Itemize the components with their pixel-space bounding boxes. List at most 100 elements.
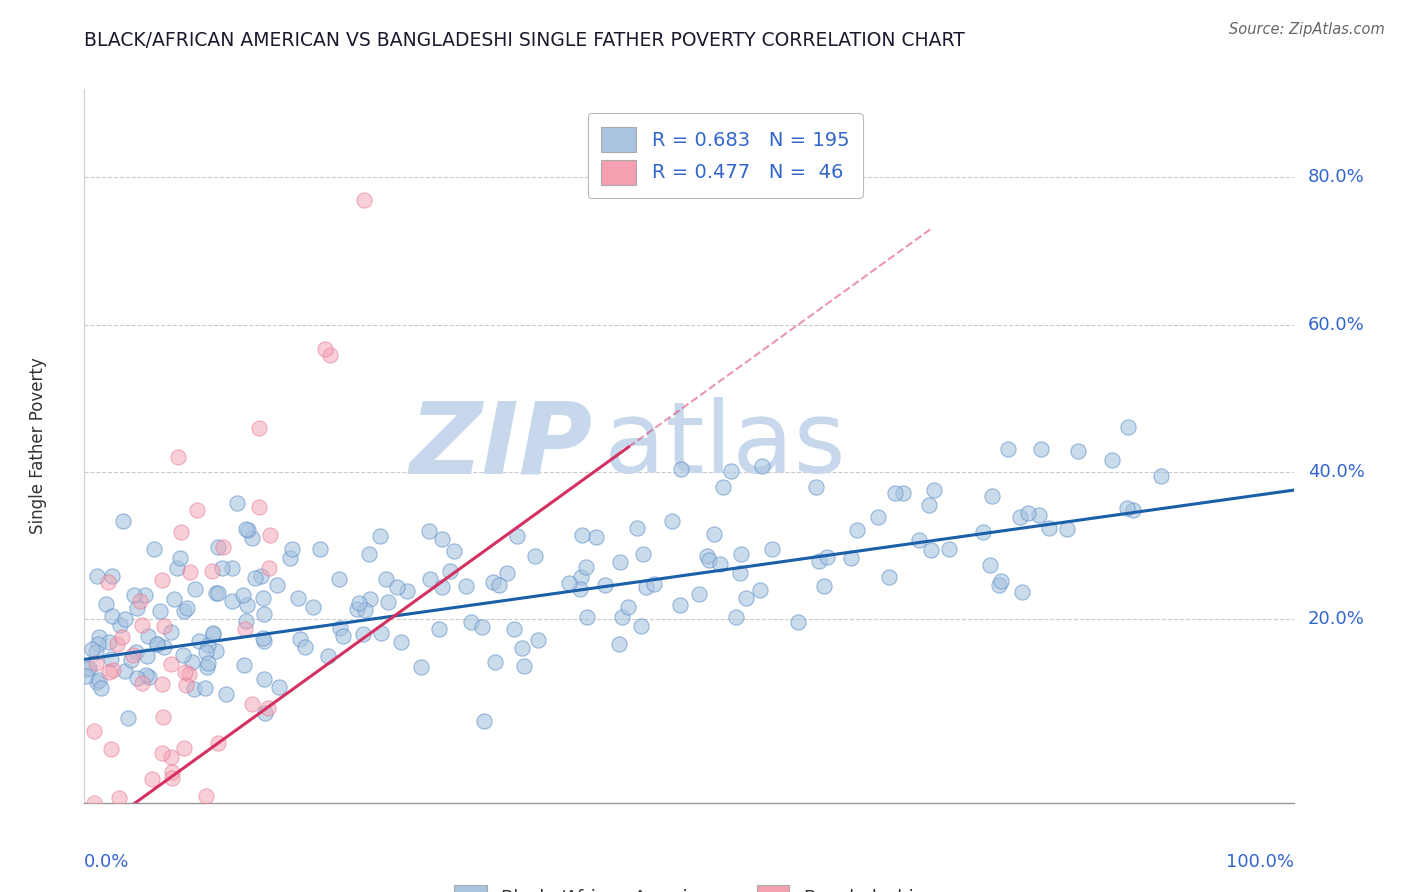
Point <box>176 601 198 615</box>
Point <box>160 625 183 640</box>
Point <box>730 547 752 561</box>
Point <box>374 572 396 586</box>
Point <box>471 620 494 634</box>
Point <box>576 609 599 624</box>
Point <box>107 791 129 805</box>
Point <box>195 645 218 659</box>
Point <box>409 660 432 674</box>
Point <box>207 586 229 600</box>
Point <box>174 678 197 692</box>
Point <box>267 680 290 694</box>
Point <box>252 591 274 605</box>
Point <box>98 635 121 649</box>
Point <box>610 609 633 624</box>
Point <box>186 502 208 516</box>
Point <box>495 566 517 580</box>
Point <box>387 580 409 594</box>
Point <box>593 578 616 592</box>
Point <box>90 681 112 695</box>
Point <box>110 618 132 632</box>
Point <box>730 566 752 580</box>
Point <box>568 582 591 596</box>
Point <box>972 524 994 539</box>
Point <box>215 688 238 702</box>
Point <box>131 617 153 632</box>
Point <box>319 348 342 362</box>
Point <box>75 668 97 682</box>
Point <box>259 527 281 541</box>
Point <box>630 619 652 633</box>
Point <box>711 480 734 494</box>
Point <box>1116 420 1139 434</box>
Point <box>634 580 657 594</box>
Point <box>159 657 181 671</box>
Point <box>211 561 233 575</box>
Point <box>1008 510 1031 524</box>
Point <box>160 771 183 785</box>
Point <box>160 750 183 764</box>
Point <box>288 632 311 647</box>
Point <box>526 633 548 648</box>
Point <box>131 676 153 690</box>
Point <box>197 657 219 671</box>
Text: 60.0%: 60.0% <box>1308 316 1365 334</box>
Point <box>173 665 195 679</box>
Point <box>1029 442 1052 456</box>
Point <box>329 621 352 635</box>
Point <box>129 594 152 608</box>
Point <box>100 742 122 756</box>
Point <box>89 630 111 644</box>
Point <box>617 600 640 615</box>
Point <box>643 577 665 591</box>
Point <box>247 420 270 434</box>
Point <box>419 573 441 587</box>
Point <box>661 514 683 528</box>
Point <box>1011 584 1033 599</box>
Point <box>249 569 271 583</box>
Point <box>725 610 748 624</box>
Point <box>252 632 274 646</box>
Point <box>204 586 226 600</box>
Point <box>212 540 235 554</box>
Point <box>173 604 195 618</box>
Point <box>316 649 339 664</box>
Point <box>314 343 336 357</box>
Point <box>86 637 108 651</box>
Point <box>815 550 838 565</box>
Point <box>181 655 204 669</box>
Point <box>669 461 692 475</box>
Point <box>187 634 209 648</box>
Point <box>80 642 103 657</box>
Point <box>1017 506 1039 520</box>
Point <box>571 528 593 542</box>
Point <box>1115 500 1137 515</box>
Point <box>135 648 157 663</box>
Point <box>787 615 810 629</box>
Point <box>150 677 173 691</box>
Point <box>197 638 219 652</box>
Point <box>101 569 124 583</box>
Point <box>443 543 465 558</box>
Point <box>124 645 146 659</box>
Point <box>105 637 128 651</box>
Point <box>1150 468 1173 483</box>
Point <box>83 797 105 811</box>
Point <box>734 591 756 606</box>
Point <box>194 681 217 696</box>
Point <box>990 574 1012 589</box>
Point <box>891 485 914 500</box>
Point <box>146 637 169 651</box>
Point <box>257 561 280 575</box>
Point <box>720 464 742 478</box>
Point <box>938 541 960 556</box>
Point <box>242 531 264 545</box>
Point <box>150 573 173 587</box>
Point <box>866 509 889 524</box>
Point <box>748 583 770 598</box>
Point <box>430 580 453 594</box>
Point <box>332 629 354 643</box>
Text: atlas: atlas <box>605 398 846 494</box>
Point <box>377 595 399 609</box>
Point <box>761 541 783 556</box>
Point <box>136 629 159 643</box>
